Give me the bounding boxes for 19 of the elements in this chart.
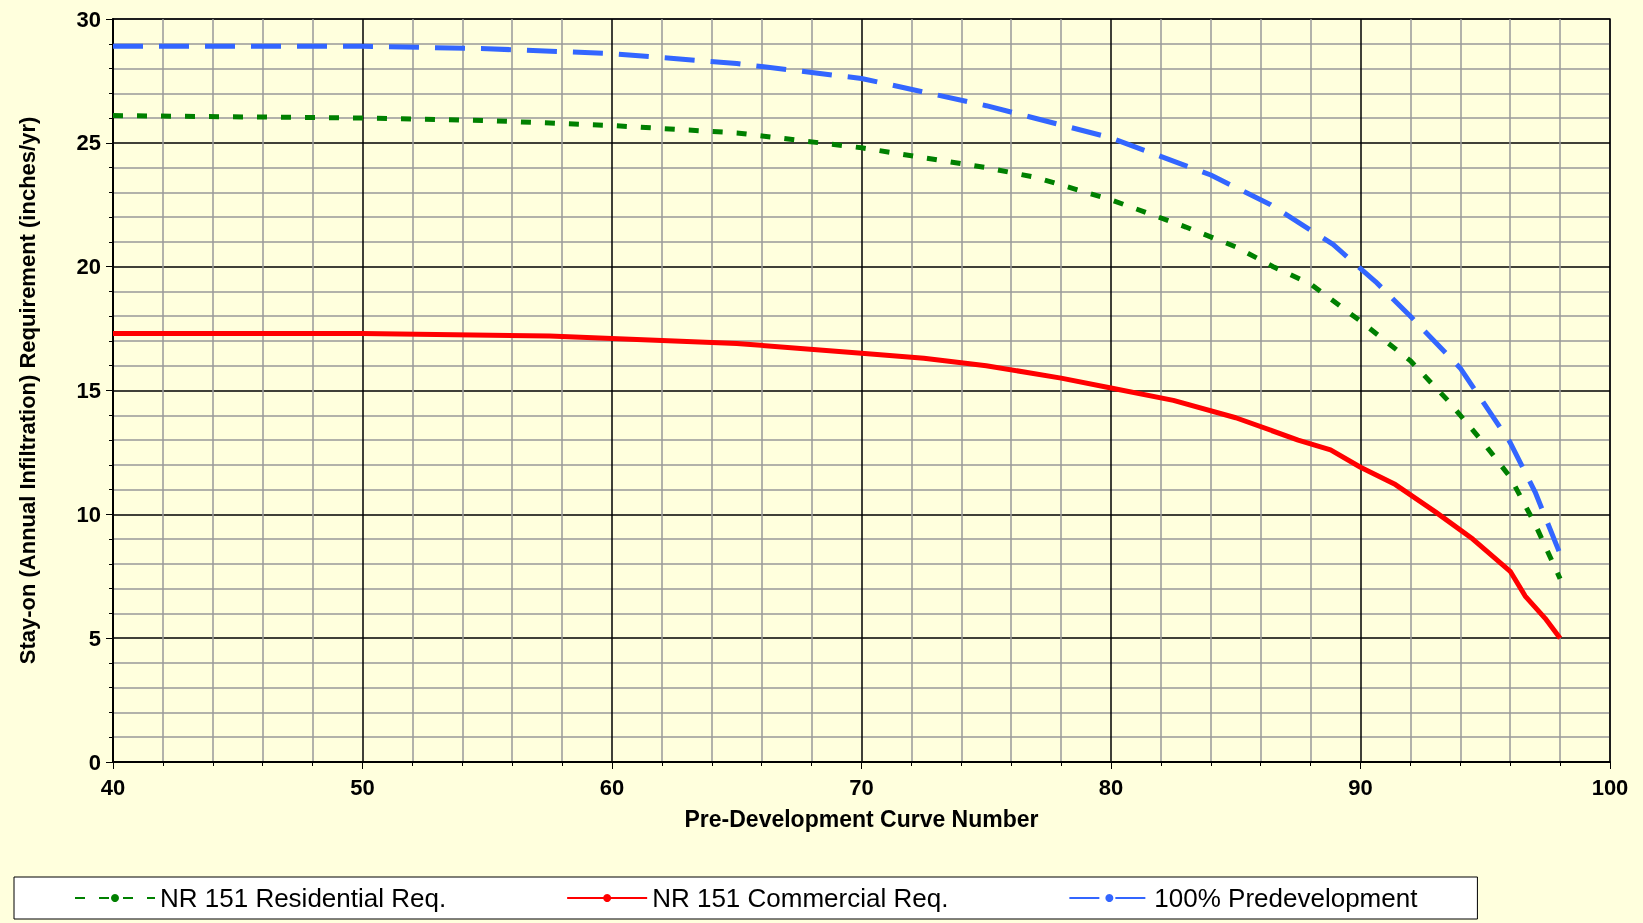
x-axis-title: Pre-Development Curve Number bbox=[684, 805, 1039, 832]
y-axis-title: Stay-on (Annual Infiltration) Requirement (inches/yr) bbox=[14, 116, 40, 665]
y-tick-label: 20 bbox=[76, 254, 101, 280]
y-tick-label: 5 bbox=[88, 625, 101, 651]
x-tick-label: 70 bbox=[849, 774, 874, 800]
legend-label: NR 151 Commercial Req. bbox=[652, 883, 949, 913]
y-tick-label: 0 bbox=[88, 749, 101, 775]
legend-label: 100% Predevelopment bbox=[1154, 883, 1419, 913]
legend-label: NR 151 Residential Req. bbox=[160, 883, 447, 913]
x-tick-label: 60 bbox=[599, 774, 625, 800]
x-tick-label: 100 bbox=[1591, 774, 1629, 800]
y-tick-label: 30 bbox=[76, 6, 101, 32]
y-tick-label: 25 bbox=[76, 130, 101, 156]
x-tick-label: 40 bbox=[100, 774, 126, 800]
x-tick-label: 50 bbox=[350, 774, 375, 800]
y-tick-label: 10 bbox=[76, 501, 101, 527]
x-tick-label: 90 bbox=[1348, 774, 1373, 800]
x-tick-label: 80 bbox=[1098, 774, 1124, 800]
y-tick-label: 15 bbox=[76, 378, 101, 403]
